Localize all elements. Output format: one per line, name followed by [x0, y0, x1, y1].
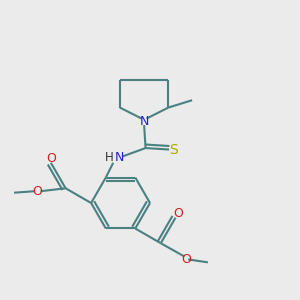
Text: N: N — [115, 151, 124, 164]
Text: O: O — [46, 152, 56, 165]
Text: S: S — [169, 142, 178, 157]
Text: O: O — [181, 253, 191, 266]
Text: H: H — [105, 151, 114, 164]
Text: O: O — [173, 207, 183, 220]
Text: O: O — [33, 185, 43, 198]
Text: N: N — [140, 115, 149, 128]
